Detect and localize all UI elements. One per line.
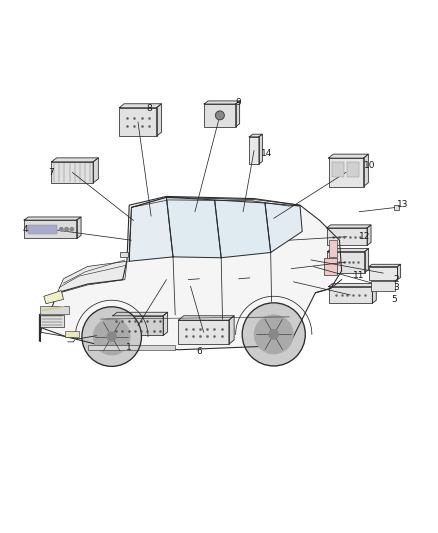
Polygon shape: [157, 104, 162, 136]
Polygon shape: [163, 312, 167, 335]
Polygon shape: [52, 158, 99, 162]
Text: 7: 7: [48, 168, 54, 177]
Bar: [347, 163, 359, 177]
Polygon shape: [179, 316, 234, 320]
Bar: [332, 163, 344, 177]
Bar: [394, 205, 399, 210]
Text: 5: 5: [391, 295, 397, 304]
Text: 11: 11: [353, 271, 365, 280]
Polygon shape: [119, 104, 162, 108]
Text: 12: 12: [359, 232, 370, 241]
Circle shape: [215, 111, 224, 120]
Polygon shape: [113, 312, 167, 316]
Bar: [328, 287, 372, 303]
Circle shape: [82, 307, 141, 366]
Polygon shape: [57, 261, 127, 294]
Polygon shape: [364, 248, 368, 273]
Bar: [204, 104, 236, 127]
Circle shape: [93, 318, 130, 355]
Text: 14: 14: [261, 149, 272, 158]
Polygon shape: [367, 225, 371, 246]
Circle shape: [70, 228, 74, 231]
Text: 10: 10: [364, 161, 376, 170]
Polygon shape: [328, 154, 368, 158]
Text: 1: 1: [126, 343, 132, 352]
Polygon shape: [364, 154, 368, 187]
Bar: [371, 281, 396, 291]
Polygon shape: [204, 101, 240, 104]
Text: 2: 2: [394, 275, 399, 284]
Bar: [40, 314, 64, 327]
Bar: [88, 345, 175, 350]
Polygon shape: [372, 284, 376, 303]
Text: 8: 8: [146, 104, 152, 114]
Bar: [24, 220, 77, 238]
Polygon shape: [77, 217, 81, 238]
Bar: [328, 240, 337, 257]
Polygon shape: [259, 134, 262, 164]
Bar: [324, 258, 337, 275]
Bar: [120, 253, 128, 257]
Bar: [179, 320, 229, 344]
Polygon shape: [327, 225, 371, 228]
Text: 4: 4: [23, 225, 28, 234]
Polygon shape: [166, 197, 221, 258]
Circle shape: [60, 228, 63, 231]
Bar: [28, 225, 57, 234]
Polygon shape: [236, 101, 240, 127]
Circle shape: [65, 228, 68, 231]
Bar: [65, 332, 79, 337]
Bar: [113, 316, 163, 335]
Polygon shape: [215, 200, 271, 258]
Text: 9: 9: [236, 98, 242, 107]
Bar: [52, 162, 93, 183]
Bar: [40, 306, 69, 314]
Bar: [249, 137, 259, 164]
Bar: [328, 158, 364, 187]
Polygon shape: [39, 197, 342, 350]
Polygon shape: [369, 264, 400, 266]
Polygon shape: [129, 209, 131, 261]
Polygon shape: [328, 248, 368, 252]
Polygon shape: [249, 134, 262, 137]
Circle shape: [254, 315, 293, 354]
Polygon shape: [265, 203, 302, 253]
Circle shape: [269, 329, 279, 339]
Polygon shape: [93, 158, 99, 183]
Bar: [327, 228, 367, 246]
Polygon shape: [398, 264, 400, 280]
Circle shape: [242, 303, 305, 366]
Polygon shape: [129, 197, 173, 261]
Polygon shape: [328, 284, 376, 287]
Text: 3: 3: [393, 283, 399, 292]
Bar: [369, 266, 397, 280]
Text: 6: 6: [196, 348, 202, 357]
Bar: [328, 252, 364, 273]
Bar: [119, 108, 157, 136]
Text: 13: 13: [397, 200, 409, 209]
Polygon shape: [131, 197, 300, 207]
Polygon shape: [229, 316, 234, 344]
Circle shape: [107, 332, 116, 341]
Polygon shape: [24, 217, 81, 220]
Polygon shape: [44, 290, 64, 304]
